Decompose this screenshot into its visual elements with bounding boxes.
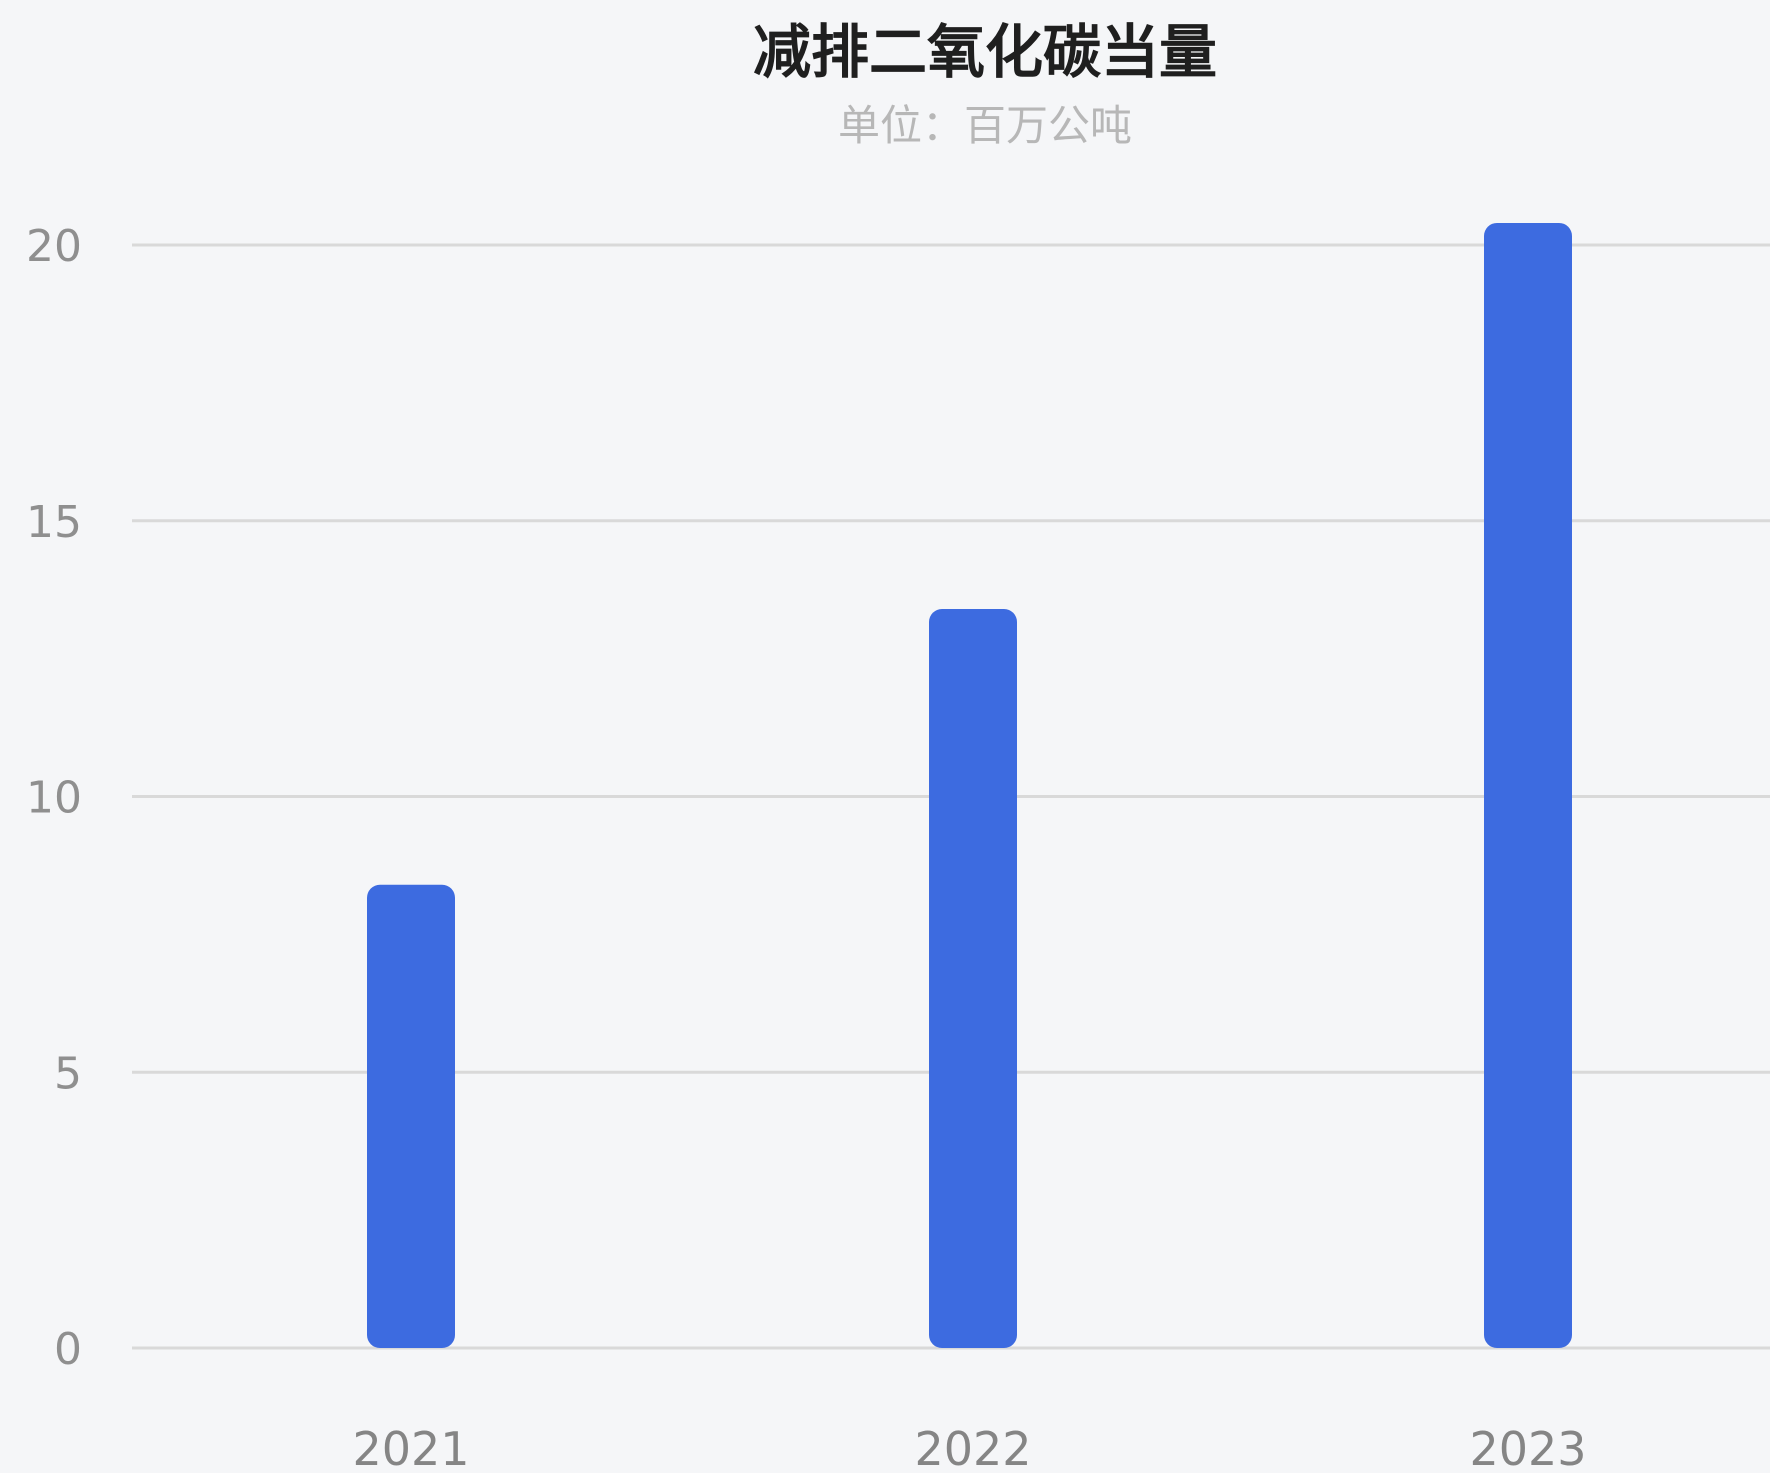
x-tick-label-2022: 2022 [914, 1422, 1031, 1473]
y-tick-label-2: 10 [26, 773, 82, 824]
y-axis-labels: 0 5 10 15 20 [26, 221, 82, 1375]
y-tick-label-3: 15 [26, 497, 82, 548]
y-tick-label-0: 0 [54, 1324, 82, 1375]
x-axis-labels: 2021 2022 2023 [352, 1422, 1586, 1473]
chart-subtitle: 单位：百万公吨 [838, 101, 1132, 150]
bar-2023 [1484, 222, 1572, 1349]
bar-2022 [929, 608, 1017, 1348]
y-tick-label-1: 5 [54, 1048, 82, 1099]
x-tick-label-2021: 2021 [352, 1422, 469, 1473]
chart-title: 减排二氧化碳当量 [753, 18, 1217, 86]
y-tick-label-4: 20 [26, 221, 82, 272]
bar-layer [367, 222, 1572, 1349]
bar-2021 [367, 884, 455, 1348]
x-tick-label-2023: 2023 [1469, 1422, 1586, 1473]
